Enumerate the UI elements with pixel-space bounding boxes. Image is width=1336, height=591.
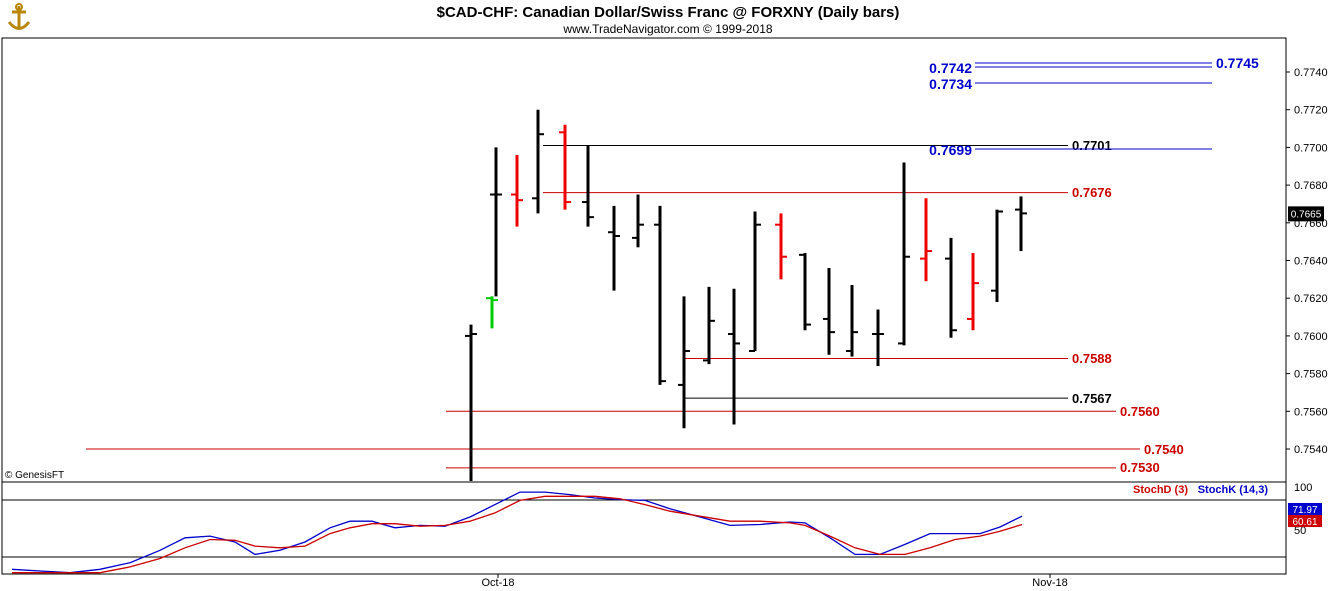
level-0-7676: 0.7676	[543, 185, 1112, 200]
level-label: 0.7540	[1144, 442, 1184, 457]
price-bar	[920, 198, 932, 282]
price-bar	[465, 324, 477, 482]
last-price-label: 0.7665	[1291, 209, 1322, 220]
price-tick-label: 0.7620	[1294, 293, 1328, 305]
price-tick-label: 0.7560	[1294, 406, 1328, 418]
price-tick-label: 0.7680	[1294, 180, 1328, 192]
chart-title: $CAD-CHF: Canadian Dollar/Swiss Franc @ …	[437, 4, 900, 21]
price-panel	[1, 37, 1287, 483]
price-tick-label: 0.7600	[1294, 331, 1328, 343]
legend-stochk: StochK (14,3)	[1198, 484, 1269, 496]
price-bar	[823, 268, 835, 355]
price-bar	[749, 211, 761, 352]
legend-stochd: StochD (3)	[1133, 484, 1188, 496]
price-bar	[898, 162, 910, 346]
level-label: 0.7699	[929, 142, 972, 158]
level-label: 0.7676	[1072, 185, 1112, 200]
stoch-d-value: 60.61	[1292, 517, 1317, 528]
price-bar	[1015, 196, 1027, 252]
price-bar	[728, 288, 740, 425]
level-0-7734: 0.7734	[929, 76, 1212, 92]
price-bar	[991, 209, 1003, 302]
stochastic-panel	[1, 481, 1287, 575]
x-label-oct: Oct-18	[481, 577, 514, 589]
level-0-7567: 0.7567	[684, 391, 1112, 406]
price-bar	[559, 124, 571, 210]
price-bar	[945, 237, 957, 338]
level-0-7742: 0.7742	[929, 60, 1212, 76]
copyright-label: © GenesisFT	[5, 470, 64, 481]
anchor-logo-icon	[6, 3, 32, 33]
price-bar	[799, 252, 811, 331]
price-tick-label: 0.7740	[1294, 67, 1328, 79]
stoch-k-value: 71.97	[1292, 505, 1317, 516]
level-label: 0.7560	[1120, 404, 1160, 419]
price-bar	[654, 205, 666, 385]
level-0-7699: 0.7699	[929, 142, 1212, 158]
level-label: 0.7567	[1072, 391, 1112, 406]
price-tick-label: 0.7580	[1294, 369, 1328, 381]
price-tick-label: 0.7700	[1294, 142, 1328, 154]
stoch-tick-label: 50	[1294, 525, 1306, 537]
price-bar	[532, 109, 544, 214]
stoch-lines	[11, 491, 1023, 574]
level-0-7540: 0.7540	[86, 442, 1184, 457]
price-bar	[967, 252, 979, 331]
price-bar	[632, 194, 644, 248]
x-label-nov: Nov-18	[1032, 577, 1067, 589]
price-bar	[872, 309, 884, 367]
level-0-7745: 0.7745	[975, 55, 1259, 71]
level-0-7588: 0.7588	[684, 351, 1112, 366]
stoch-d-line	[12, 495, 1023, 574]
price-bar	[511, 154, 523, 227]
stoch-k-badge: 71.97	[1288, 503, 1322, 516]
price-tick-label: 0.7720	[1294, 105, 1328, 117]
level-label: 0.7734	[929, 76, 972, 92]
price-tick-label: 0.7640	[1294, 256, 1328, 268]
stoch-tick-label: 100	[1294, 482, 1312, 494]
stoch-axis: 100 50	[1294, 482, 1312, 537]
stoch-d-badge: 60.61	[1288, 515, 1322, 528]
price-axis: 0.7540 0.7560 0.7580 0.7600 0.7620 0.7640 0.76…	[1286, 67, 1328, 456]
price-bar	[678, 296, 690, 429]
level-label: 0.7701	[1072, 138, 1112, 153]
price-tick-label: 0.7540	[1294, 444, 1328, 456]
stoch-k-line	[11, 491, 1023, 574]
price-bar	[490, 147, 502, 297]
last-price-badge: 0.7665	[1288, 206, 1324, 222]
level-label: 0.7742	[929, 60, 972, 76]
chart-subtitle: www.TradeNavigator.com © 1999-2018	[562, 22, 772, 36]
price-bars	[465, 109, 1027, 482]
level-label: 0.7588	[1072, 351, 1112, 366]
price-bar	[608, 205, 620, 291]
price-bar	[846, 285, 858, 357]
level-label: 0.7530	[1120, 460, 1160, 475]
level-0-7560: 0.7560	[446, 404, 1160, 419]
price-bar	[486, 296, 498, 329]
level-label: 0.7745	[1216, 55, 1259, 71]
price-bar	[775, 213, 787, 280]
price-bar	[703, 286, 715, 365]
price-bar	[582, 145, 594, 227]
level-0-7530: 0.7530	[446, 460, 1160, 475]
